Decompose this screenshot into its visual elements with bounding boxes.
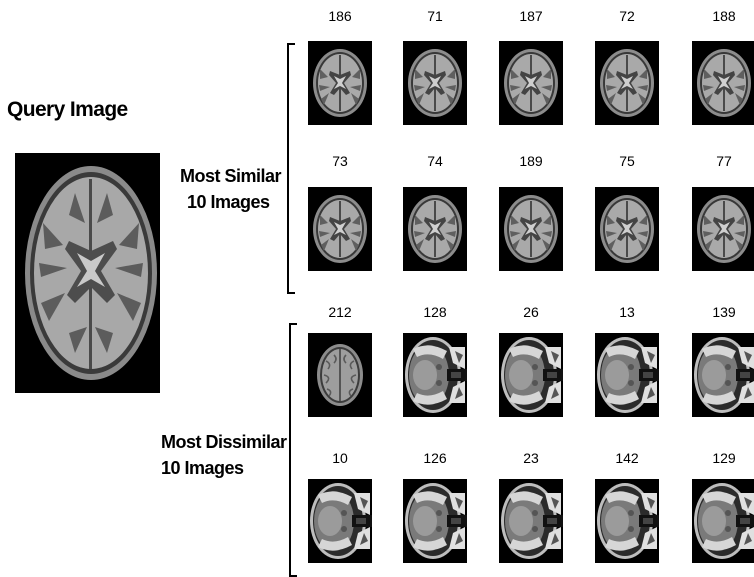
- result-number-label: 13: [619, 304, 635, 320]
- result-thumbnail: [308, 333, 372, 417]
- result-thumbnail: [595, 333, 659, 417]
- result-number-label: 72: [619, 8, 635, 24]
- result-thumbnail: [403, 479, 467, 563]
- result-number-label: 188: [712, 8, 736, 24]
- result-number-label: 71: [427, 8, 443, 24]
- result-thumbnail: [692, 479, 754, 563]
- most-dissimilar-label-line1: Most Dissimilar: [161, 432, 287, 452]
- result-thumbnail: [499, 479, 563, 563]
- result-thumbnail: [308, 41, 372, 125]
- result-number-label: 26: [523, 304, 539, 320]
- result-number-label: 186: [328, 8, 352, 24]
- result-thumbnail: [403, 333, 467, 417]
- result-thumbnail: [308, 187, 372, 271]
- result-thumbnail: [692, 333, 754, 417]
- result-number-label: 23: [523, 450, 539, 466]
- query-title: Query Image: [7, 98, 128, 121]
- most-dissimilar-label-line2: 10 Images: [161, 458, 244, 478]
- result-thumbnail: [499, 187, 563, 271]
- result-thumbnail: [499, 333, 563, 417]
- most-dissimilar-label: Most Dissimilar 10 Images: [161, 429, 287, 481]
- most-similar-label-line1: Most Similar: [180, 166, 282, 186]
- result-number-label: 126: [423, 450, 447, 466]
- result-number-label: 129: [712, 450, 736, 466]
- result-number-label: 77: [716, 153, 732, 169]
- result-thumbnail: [499, 41, 563, 125]
- result-thumbnail: [692, 187, 754, 271]
- result-number-label: 189: [519, 153, 543, 169]
- most-similar-bracket: [287, 43, 295, 294]
- result-number-label: 73: [332, 153, 348, 169]
- result-number-label: 75: [619, 153, 635, 169]
- result-thumbnail: [595, 187, 659, 271]
- result-thumbnail: [692, 41, 754, 125]
- result-number-label: 212: [328, 304, 352, 320]
- result-number-label: 142: [615, 450, 639, 466]
- result-number-label: 139: [712, 304, 736, 320]
- result-thumbnail: [595, 41, 659, 125]
- result-thumbnail: [308, 479, 372, 563]
- result-thumbnail: [403, 187, 467, 271]
- result-number-label: 128: [423, 304, 447, 320]
- most-dissimilar-bracket: [289, 323, 297, 577]
- query-image: [15, 153, 160, 393]
- result-number-label: 187: [519, 8, 543, 24]
- result-thumbnail: [595, 479, 659, 563]
- result-thumbnail: [403, 41, 467, 125]
- result-number-label: 74: [427, 153, 443, 169]
- most-similar-label: Most Similar 10 Images: [180, 163, 282, 215]
- most-similar-label-line2: 10 Images: [187, 192, 270, 212]
- result-number-label: 10: [332, 450, 348, 466]
